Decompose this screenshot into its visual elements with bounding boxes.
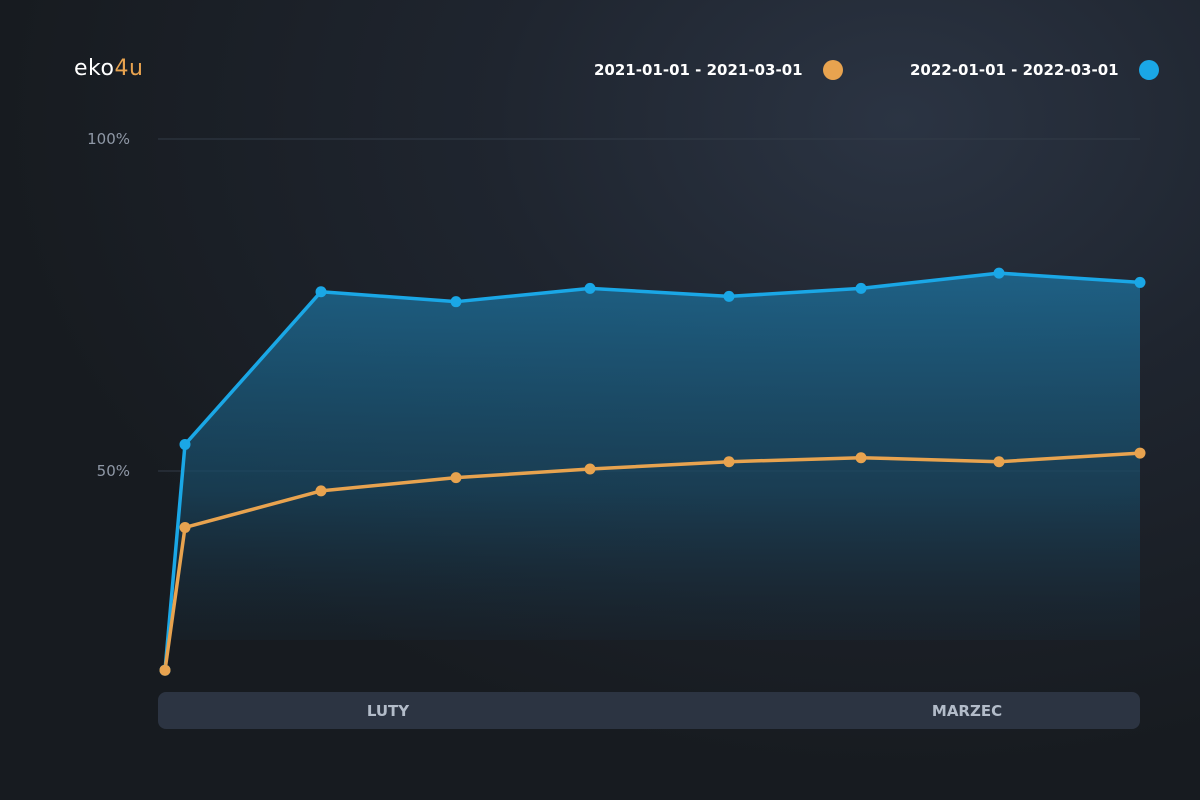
point-series-1 [315, 485, 327, 497]
legend-dot-orange-icon [822, 60, 843, 80]
legend-item-series-2: 2022-01-01 - 2022-03-01 [910, 58, 1159, 82]
legend-label-series-2: 2022-01-01 - 2022-03-01 [910, 61, 1119, 79]
point-series-2 [993, 267, 1005, 279]
point-series-2 [1134, 276, 1146, 288]
point-series-1 [993, 456, 1005, 468]
point-series-1 [179, 521, 191, 533]
area-series-2 [165, 273, 1140, 671]
y-tick-label: 50% [97, 462, 130, 480]
area-fill [165, 273, 1140, 671]
y-tick-labels: 100% 50% [87, 130, 130, 480]
logo-text-1: eko [74, 56, 115, 81]
x-axis-bar: LUTY MARZEC [158, 692, 1140, 729]
legend-item-series-1: 2021-01-01 - 2021-03-01 [594, 58, 843, 82]
point-series-2 [179, 438, 191, 450]
logo-text-2: 4u [114, 56, 144, 81]
series-points [159, 267, 1146, 676]
logo: eko4u [74, 56, 143, 81]
point-series-2 [723, 290, 735, 302]
point-series-1 [450, 472, 462, 484]
legend-dot-blue-icon [1138, 60, 1159, 80]
y-tick-label: 100% [87, 130, 130, 148]
point-series-1 [584, 463, 596, 475]
point-series-1 [855, 452, 867, 464]
point-series-2 [450, 296, 462, 308]
legend-label-series-1: 2021-01-01 - 2021-03-01 [594, 61, 803, 79]
point-series-1 [723, 456, 735, 468]
point-series-1 [1134, 447, 1146, 459]
point-series-2 [855, 282, 867, 294]
x-label-luty: LUTY [366, 702, 410, 720]
point-series-2 [315, 286, 327, 298]
point-series-2 [584, 282, 596, 294]
x-label-marzec: MARZEC [931, 702, 1003, 720]
point-series-1 [159, 664, 171, 676]
